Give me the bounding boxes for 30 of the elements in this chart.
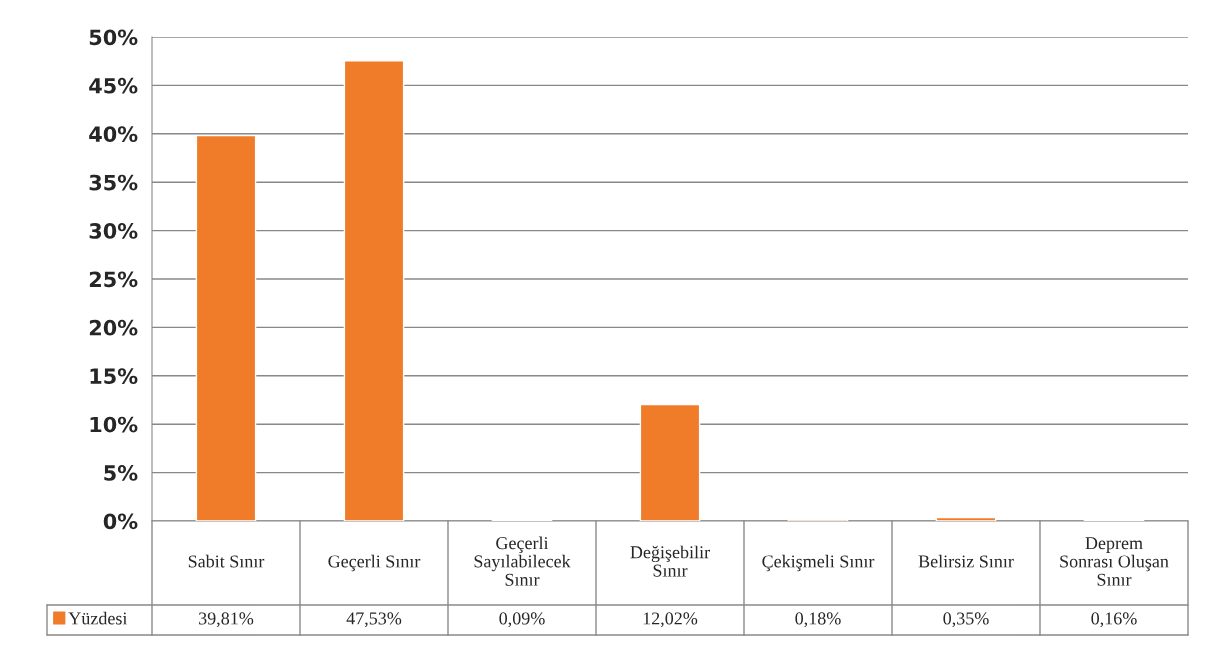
x-tick-label: Deprem Sonrası Oluşan Sınır [1060, 537, 1169, 586]
data-label: 0,16% [1091, 612, 1137, 628]
y-tick-label: 15% [90, 368, 138, 385]
y-tick-label: 5% [104, 465, 138, 481]
y-tick-label: 50% [89, 29, 138, 46]
data-label: 0,18% [795, 612, 841, 628]
data-label: 0,09% [499, 612, 545, 628]
bar [639, 403, 701, 521]
y-tick-label: 25% [89, 271, 138, 288]
x-tick-label: Değişebilir Sınır [630, 545, 710, 577]
y-tick-label: 20% [89, 319, 138, 336]
y-tick-label: 0% [103, 513, 138, 530]
data-label: 47,53% [346, 612, 402, 628]
y-tick-label: 45% [89, 77, 138, 94]
x-tick-label: Sabit Sınır [188, 554, 265, 568]
y-tick-label: 30% [89, 223, 138, 239]
data-label: 39,81% [199, 612, 254, 628]
bar [195, 134, 257, 521]
legend-label: Yüzdesi [68, 611, 128, 625]
x-tick-label: Geçerli Sınır [328, 554, 421, 572]
data-label: 12,02% [643, 612, 698, 628]
x-tick-label: Geçerli Sayılabilecek Sınır [474, 536, 571, 586]
y-tick-label: 35% [89, 174, 138, 191]
y-tick-label: 10% [90, 416, 138, 433]
bar [935, 516, 997, 521]
bar [343, 60, 405, 521]
x-tick-label: Çekişmeli Sınır [762, 554, 875, 572]
y-tick-label: 40% [89, 126, 138, 143]
x-tick-label: Belirsiz Sınır [918, 554, 1014, 568]
data-label: 0,35% [943, 612, 989, 628]
